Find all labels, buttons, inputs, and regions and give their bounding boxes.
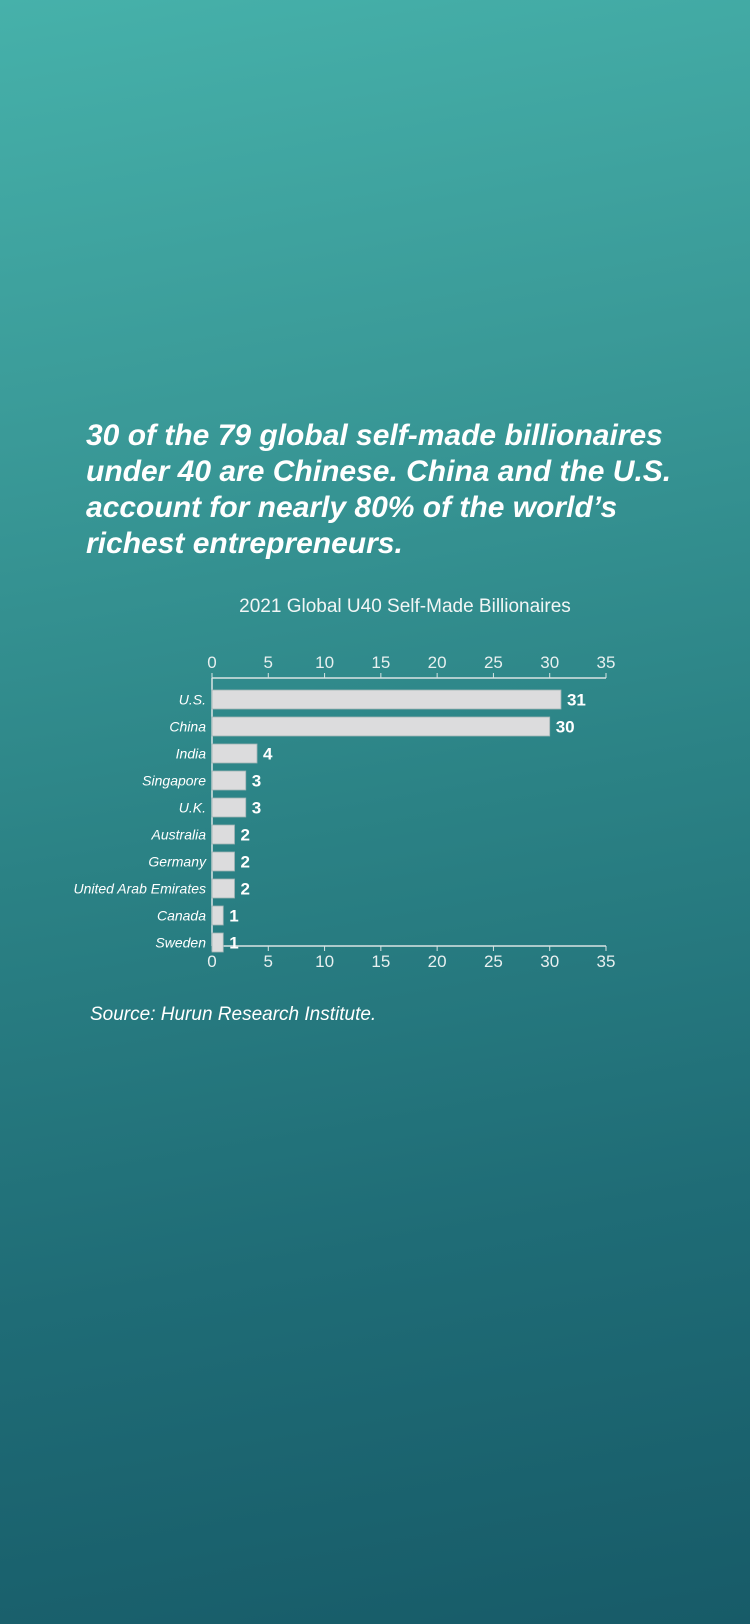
x-tick-label-top: 30 <box>540 653 559 672</box>
value-label: 3 <box>252 799 261 818</box>
bar <box>211 716 551 737</box>
bar <box>211 689 562 710</box>
chart-title: 2021 Global U40 Self-Made Billionaires <box>239 596 571 617</box>
category-label: U.S. <box>179 692 206 708</box>
category-label: Germany <box>148 854 207 870</box>
value-label: 2 <box>241 853 250 872</box>
bar <box>211 797 247 818</box>
headline: 30 of the 79 global self-made billionair… <box>86 419 672 560</box>
category-label: Australia <box>151 827 207 843</box>
value-label: 30 <box>556 718 575 737</box>
bar <box>211 905 224 926</box>
value-label: 4 <box>263 745 273 764</box>
source-note: Source: Hurun Research Institute. <box>90 1004 377 1025</box>
category-label: India <box>176 746 207 762</box>
x-tick-label-top: 20 <box>428 653 447 672</box>
x-tick-label-bottom: 30 <box>540 952 559 971</box>
value-label: 3 <box>252 772 261 791</box>
value-label: 1 <box>229 907 238 926</box>
x-tick-label-top: 0 <box>207 653 216 672</box>
bar <box>211 851 235 872</box>
category-label: United Arab Emirates <box>73 881 206 897</box>
x-tick-label-bottom: 20 <box>428 952 447 971</box>
x-tick-label-bottom: 15 <box>371 952 390 971</box>
x-tick-label-top: 5 <box>264 653 273 672</box>
category-label: Sweden <box>155 935 206 951</box>
bar-chart: 2021 Global U40 Self-Made Billionaires 0… <box>0 590 750 980</box>
bar <box>211 824 235 845</box>
category-label: Canada <box>157 908 206 924</box>
bar <box>211 878 235 899</box>
x-tick-label-bottom: 0 <box>207 952 216 971</box>
x-tick-label-top: 35 <box>597 653 616 672</box>
bar <box>211 770 247 791</box>
x-tick-label-top: 15 <box>371 653 390 672</box>
x-tick-label-top: 25 <box>484 653 503 672</box>
bar <box>211 743 258 764</box>
category-label: U.K. <box>179 800 206 816</box>
value-label: 2 <box>241 880 250 899</box>
value-label: 1 <box>229 934 238 953</box>
category-label: Singapore <box>142 773 206 789</box>
bar <box>211 932 224 953</box>
value-label: 2 <box>241 826 250 845</box>
x-tick-label-bottom: 10 <box>315 952 334 971</box>
category-label: China <box>169 719 206 735</box>
x-tick-label-top: 10 <box>315 653 334 672</box>
x-tick-label-bottom: 35 <box>597 952 616 971</box>
value-label: 31 <box>567 691 586 710</box>
x-tick-label-bottom: 5 <box>264 952 273 971</box>
x-tick-label-bottom: 25 <box>484 952 503 971</box>
